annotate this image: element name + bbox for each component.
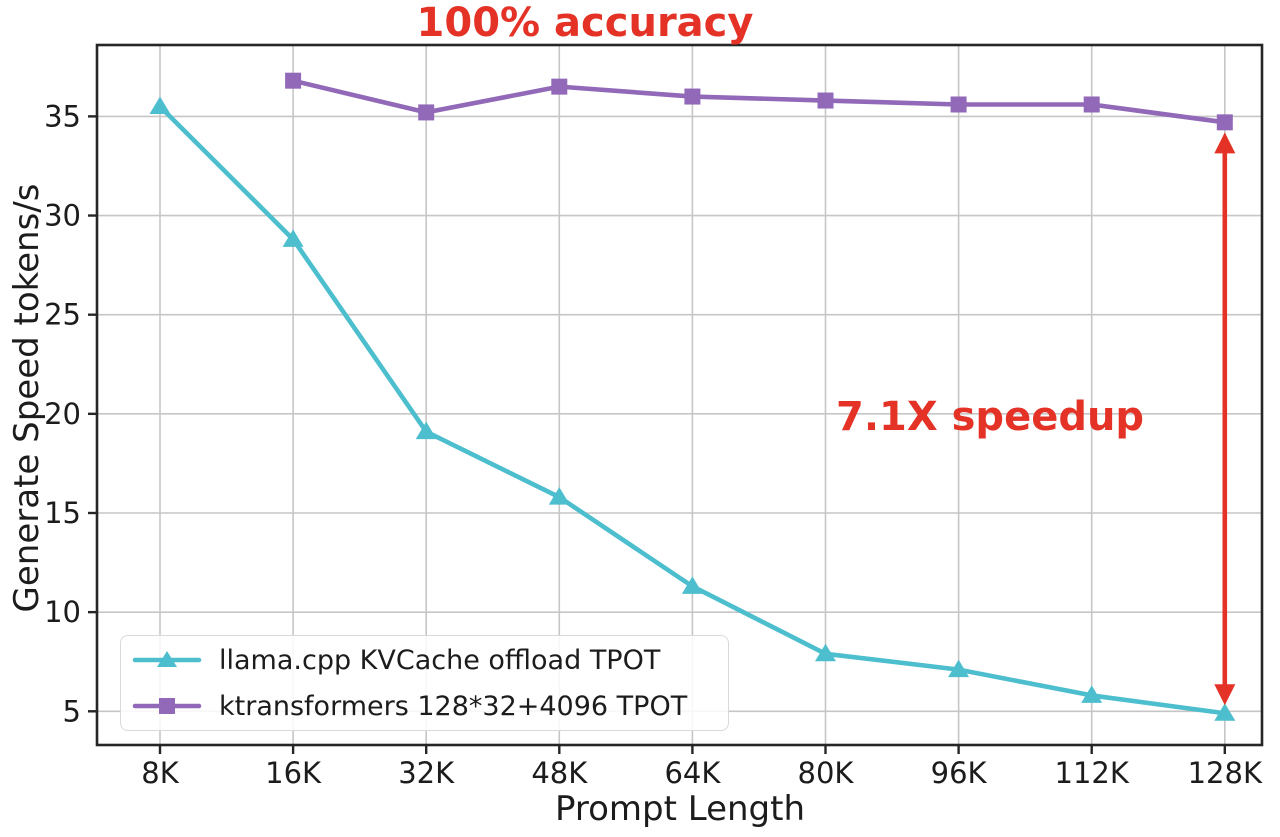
data-point-triangle <box>948 659 970 678</box>
data-point-triangle <box>149 96 171 114</box>
y-tick-label: 30 <box>44 199 81 233</box>
data-point-square <box>950 96 967 113</box>
data-point-square <box>418 104 435 121</box>
plot-frame <box>95 43 1264 747</box>
data-point-triangle <box>815 643 836 662</box>
y-tick-label: 15 <box>44 496 81 530</box>
data-point-square <box>684 88 701 105</box>
data-point-triangle <box>548 487 570 505</box>
legend-item-llama-cpp: llama.cpp KVCache offload TPOT <box>131 640 718 680</box>
data-point-square <box>285 72 302 89</box>
x-tick-label: 96K <box>931 756 988 790</box>
speedup-annotation: 7.1X speedup <box>836 394 1145 440</box>
speedup-arrow-head-down <box>1214 684 1236 706</box>
legend-label: llama.cpp KVCache offload TPOT <box>219 644 661 676</box>
data-point-triangle <box>681 576 703 594</box>
data-point-triangle <box>415 421 437 440</box>
legend-line-triangle-icon <box>132 651 202 667</box>
x-tick-label: 8K <box>141 756 179 790</box>
x-tick-label: 48K <box>531 756 588 790</box>
y-tick-label: 35 <box>44 99 81 133</box>
x-tick-label: 16K <box>265 756 322 790</box>
y-axis-label: Generate Speed tokens/s <box>7 183 47 613</box>
y-tick-label: 10 <box>44 595 81 629</box>
data-point-square <box>1216 114 1233 131</box>
x-tick-label: 112K <box>1055 756 1130 790</box>
x-axis-label: Prompt Length <box>554 789 806 829</box>
x-tick-label: 64K <box>664 756 721 790</box>
legend: llama.cpp KVCache offload TPOT ktransfor… <box>120 635 729 731</box>
data-point-square <box>551 78 568 95</box>
y-tick-label: 25 <box>44 298 81 332</box>
speedup-arrow-head-up <box>1214 132 1236 154</box>
chart-title: 100% accuracy <box>416 0 754 46</box>
data-point-square <box>817 92 834 109</box>
y-tick-label: 5 <box>63 694 81 728</box>
legend-label: ktransformers 128*32+4096 TPOT <box>219 690 688 722</box>
data-point-triangle <box>1081 685 1103 703</box>
y-tick-label: 20 <box>44 397 81 431</box>
x-tick-label: 128K <box>1188 756 1263 790</box>
data-point-square <box>1083 96 1100 113</box>
data-point-triangle <box>282 229 304 247</box>
x-tick-label: 80K <box>798 756 855 790</box>
data-point-triangle <box>1214 703 1236 721</box>
legend-line-square-icon <box>132 698 202 714</box>
series-line-1 <box>290 78 1228 125</box>
legend-item-ktransformers: ktransformers 128*32+4096 TPOT <box>131 686 718 726</box>
x-tick-label: 32K <box>398 756 455 790</box>
